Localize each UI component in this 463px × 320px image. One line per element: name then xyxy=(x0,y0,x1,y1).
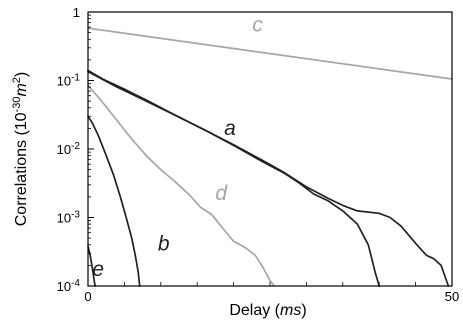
y-tick-label: 1 xyxy=(73,5,80,20)
labels: a b c d e xyxy=(92,13,263,281)
y-tick-label: 10-1 xyxy=(57,72,81,89)
x-tick-label: 0 xyxy=(84,289,91,304)
series-line-e xyxy=(87,245,97,287)
series-label-d: d xyxy=(215,182,228,205)
series-line-c xyxy=(87,27,453,80)
series-line-a xyxy=(87,69,450,287)
y-tick-label: 10-4 xyxy=(57,278,81,295)
series-line-a xyxy=(87,70,381,287)
series-line-d xyxy=(87,84,276,287)
y-axis-title: Correlations (10-30m2) xyxy=(11,72,30,227)
series-label-a: a xyxy=(224,117,236,140)
y-tick-label: 10-2 xyxy=(57,141,81,158)
series-line-b xyxy=(87,115,141,287)
axes: 1 10-1 10-2 10-3 10-40 50 xyxy=(57,5,460,304)
series-label-c: c xyxy=(252,13,263,36)
curves xyxy=(87,27,453,287)
series-label-b: b xyxy=(158,232,170,255)
series-label-e: e xyxy=(92,258,104,281)
y-tick-label: 10-3 xyxy=(57,209,81,226)
x-axis-title: Delay (ms) xyxy=(229,302,306,319)
x-tick-label: 50 xyxy=(445,289,459,304)
